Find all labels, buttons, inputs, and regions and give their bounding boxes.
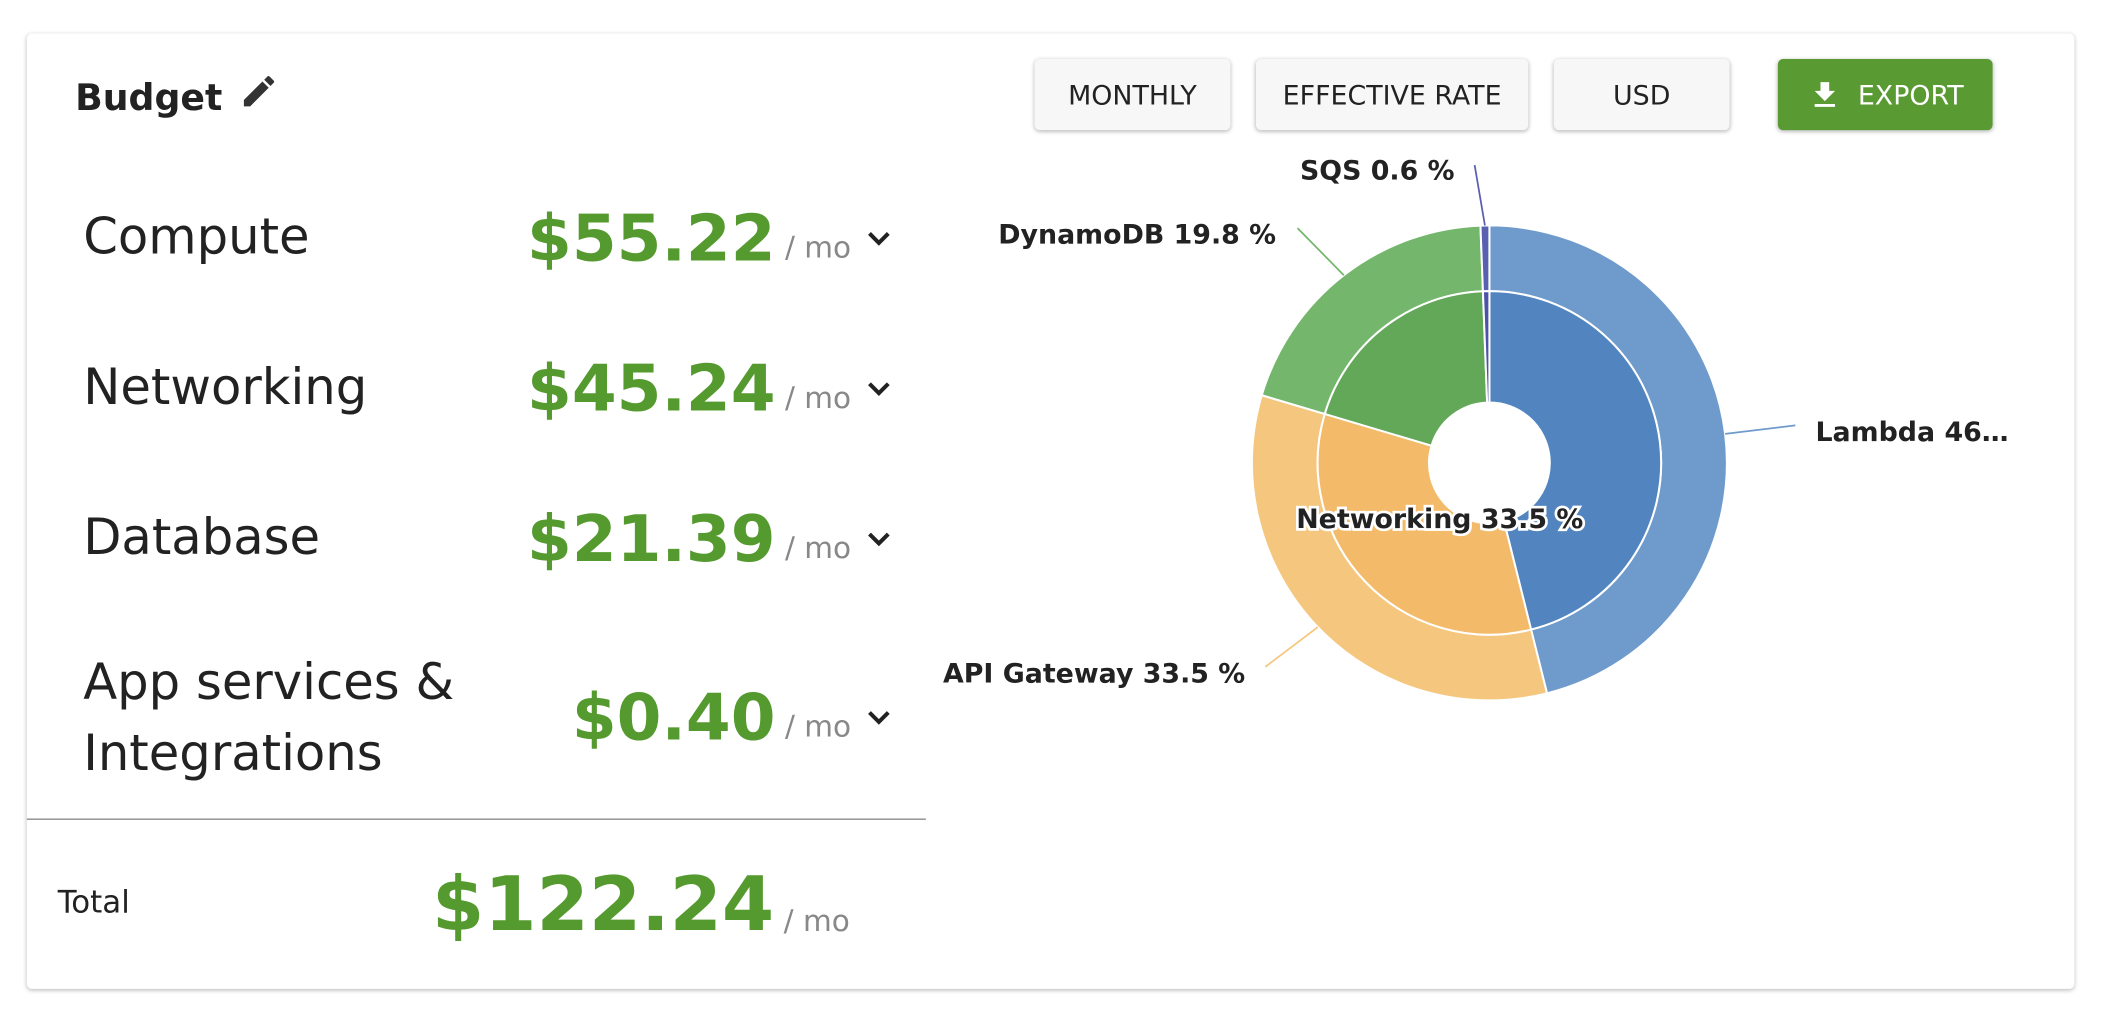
download-icon	[1814, 81, 1835, 107]
expand-icon[interactable]	[865, 378, 892, 397]
total-amount: $122.24	[431, 861, 775, 949]
row-label: Compute	[83, 207, 310, 266]
rate-button[interactable]: EFFECTIVE RATE	[1255, 59, 1529, 131]
leader-line	[1473, 164, 1486, 226]
outer-wedge	[1479, 224, 1491, 293]
row-label: Networking	[83, 358, 368, 416]
row-unit: / mo	[784, 711, 852, 745]
slice-label: API Gateway 33.5 %	[943, 658, 1245, 689]
inner-wedge	[1323, 290, 1489, 447]
leader-line	[1296, 227, 1345, 276]
inner-wedge	[1481, 290, 1491, 404]
edit-icon[interactable]	[239, 71, 279, 111]
monthly-button[interactable]: MONTHLY	[1034, 59, 1231, 131]
row-amount: $55.22	[527, 201, 776, 277]
total-unit: / mo	[783, 905, 850, 940]
inner-slice-label: Networking 33.5 %	[1296, 504, 1583, 535]
inner-wedge	[1488, 290, 1663, 631]
currency-button[interactable]: USD	[1553, 59, 1730, 131]
row-label: Database	[83, 508, 321, 567]
export-button[interactable]: EXPORT	[1777, 59, 1993, 131]
row-unit: / mo	[784, 232, 852, 266]
slice-label: DynamoDB 19.8 %	[998, 220, 1276, 251]
row-unit: / mo	[784, 382, 852, 416]
divider	[26, 818, 926, 820]
slice-label: SQS 0.6 %	[1300, 155, 1455, 186]
total-label: Total	[57, 885, 130, 921]
leader-line	[1725, 424, 1796, 435]
expand-icon[interactable]	[865, 529, 892, 548]
export-label: EXPORT	[1857, 78, 1964, 111]
row-unit: / mo	[784, 532, 852, 567]
expand-icon[interactable]	[865, 707, 892, 726]
title: Budget	[75, 77, 223, 120]
inner-wedge	[1316, 412, 1533, 636]
expand-icon[interactable]	[865, 228, 892, 247]
row-label: App services & Integrations	[83, 653, 455, 783]
budget-card	[26, 33, 2075, 989]
row-amount: $21.39	[527, 501, 776, 577]
row-amount: $45.24	[527, 351, 776, 427]
slice-label: Lambda 46…	[1815, 417, 2008, 448]
leader-line	[1264, 626, 1319, 668]
row-amount: $0.40	[571, 680, 776, 756]
